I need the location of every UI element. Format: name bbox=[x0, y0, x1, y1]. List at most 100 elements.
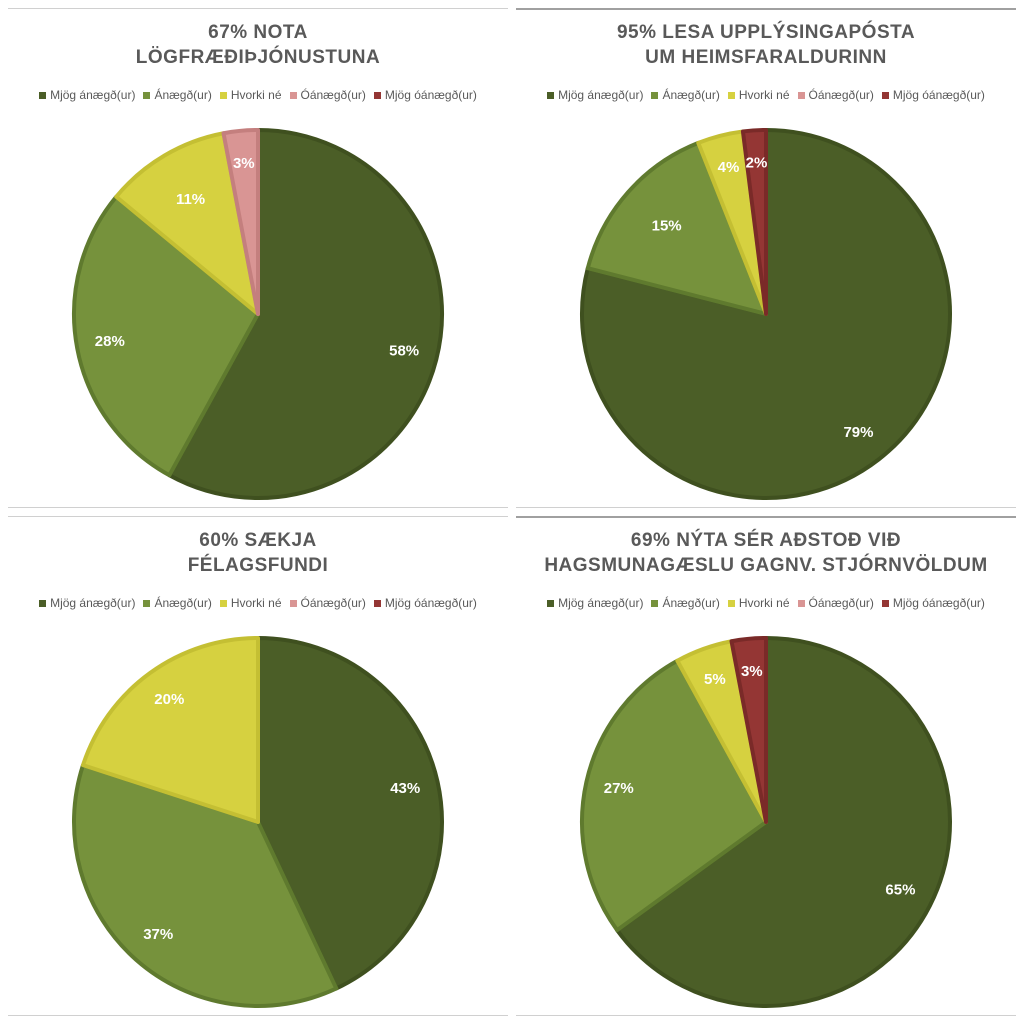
legend-swatch bbox=[797, 92, 805, 100]
legend-item: Mjög ánægð(ur) bbox=[39, 596, 135, 610]
pie-slice bbox=[729, 636, 768, 824]
data-label: 65% bbox=[885, 881, 915, 898]
data-label: 27% bbox=[604, 780, 634, 797]
data-label: 3% bbox=[233, 155, 255, 172]
pie-slice bbox=[580, 658, 768, 933]
legend-label: Ánægð(ur) bbox=[662, 88, 720, 102]
legend-label: Hvorki né bbox=[230, 88, 282, 102]
data-label: 5% bbox=[704, 671, 726, 688]
chart-title-line: 60% SÆKJA bbox=[199, 530, 317, 551]
pie-slice bbox=[580, 128, 952, 500]
chart-title-line: LÖGFRÆÐIÞJÓNUSTUNA bbox=[135, 47, 381, 68]
chart-panel: 69% NÝTA SÉR AÐSTOÐ VIÐ HAGSMUNAGÆSLU GAG… bbox=[516, 516, 1016, 1016]
data-label: 3% bbox=[741, 663, 763, 680]
data-label: 4% bbox=[718, 159, 740, 176]
divider bbox=[8, 1015, 508, 1016]
legend-swatch bbox=[373, 92, 381, 100]
pie-slice bbox=[81, 636, 260, 824]
legend-item: Hvorki né bbox=[727, 88, 790, 102]
legend-label: Mjög óánægð(ur) bbox=[892, 596, 985, 610]
legend-item: Óánægð(ur) bbox=[797, 88, 874, 102]
divider bbox=[8, 516, 508, 517]
pie-slice bbox=[585, 140, 768, 316]
divider bbox=[8, 507, 508, 508]
legend-label: Óánægð(ur) bbox=[300, 596, 366, 610]
pie-chart: 58% 28% 11% 3% bbox=[72, 128, 444, 500]
legend-label: Óánægð(ur) bbox=[300, 88, 366, 102]
legend-swatch bbox=[727, 600, 735, 608]
legend-swatch bbox=[797, 600, 805, 608]
chart-title-line: 69% NÝTA SÉR AÐSTOÐ VIÐ bbox=[630, 530, 902, 551]
chart-title: 67% NOTA LÖGFRÆÐIÞJÓNUSTUNA bbox=[8, 20, 508, 70]
data-label: 20% bbox=[154, 691, 184, 708]
legend-label: Mjög ánægð(ur) bbox=[558, 596, 644, 610]
legend-label: Hvorki né bbox=[738, 88, 790, 102]
data-label: 37% bbox=[143, 926, 173, 943]
legend-label: Mjög óánægð(ur) bbox=[384, 88, 477, 102]
legend-item: Ánægð(ur) bbox=[143, 88, 212, 102]
chart-title-line: HAGSMUNAGÆSLU GAGNV. STJÓRNVÖLDUM bbox=[544, 555, 988, 576]
pie-chart: 65% 27% 5% 3% bbox=[580, 636, 952, 1008]
pie-slice bbox=[72, 763, 339, 1008]
pie-slice bbox=[740, 128, 768, 316]
chart-title-line: 67% NOTA bbox=[208, 22, 308, 43]
pie-chart: 43% 37% 20% bbox=[72, 636, 444, 1008]
legend-item: Óánægð(ur) bbox=[797, 596, 874, 610]
pie-slice bbox=[167, 128, 444, 500]
legend-item: Mjög óánægð(ur) bbox=[881, 88, 985, 102]
pie-slice bbox=[114, 131, 260, 316]
legend-swatch bbox=[881, 600, 889, 608]
chart-title-line: FÉLAGSFUNDI bbox=[187, 555, 329, 576]
legend-swatch bbox=[39, 92, 47, 100]
legend-swatch bbox=[39, 600, 47, 608]
legend-label: Óánægð(ur) bbox=[808, 88, 874, 102]
pie-slice bbox=[615, 636, 952, 1008]
legend-swatch bbox=[289, 600, 297, 608]
legend-item: Hvorki né bbox=[219, 88, 282, 102]
legend: Mjög ánægð(ur) Ánægð(ur) Hvorki né Óánægð(u… bbox=[516, 88, 1016, 102]
data-label: 58% bbox=[389, 342, 419, 359]
legend-label: Mjög óánægð(ur) bbox=[892, 88, 985, 102]
data-label: 43% bbox=[390, 780, 420, 797]
legend-item: Mjög ánægð(ur) bbox=[547, 88, 643, 102]
legend-item: Ánægð(ur) bbox=[143, 596, 212, 610]
legend-item: Óánægð(ur) bbox=[289, 596, 366, 610]
legend-label: Ánægð(ur) bbox=[154, 88, 212, 102]
legend-label: Mjög óánægð(ur) bbox=[384, 596, 477, 610]
chart-title: 69% NÝTA SÉR AÐSTOÐ VIÐ HAGSMUNAGÆSLU GAG… bbox=[516, 528, 1016, 578]
legend-label: Hvorki né bbox=[738, 596, 790, 610]
data-label: 15% bbox=[652, 217, 682, 234]
legend: Mjög ánægð(ur) Ánægð(ur) Hvorki né Óánægð(u… bbox=[516, 596, 1016, 610]
legend-swatch bbox=[881, 92, 889, 100]
legend-swatch bbox=[143, 600, 151, 608]
pie-slice bbox=[72, 194, 260, 478]
legend-swatch bbox=[289, 92, 297, 100]
legend-swatch bbox=[219, 600, 227, 608]
legend-item: Ánægð(ur) bbox=[651, 596, 720, 610]
legend-swatch bbox=[143, 92, 151, 100]
legend-swatch bbox=[547, 600, 555, 608]
divider bbox=[516, 8, 1016, 10]
legend: Mjög ánægð(ur) Ánægð(ur) Hvorki né Óánægð(u… bbox=[8, 88, 508, 102]
divider bbox=[516, 507, 1016, 508]
legend-label: Ánægð(ur) bbox=[662, 596, 720, 610]
legend-item: Mjög ánægð(ur) bbox=[39, 88, 135, 102]
legend-item: Mjög óánægð(ur) bbox=[373, 596, 477, 610]
legend-swatch bbox=[219, 92, 227, 100]
divider bbox=[516, 1015, 1016, 1016]
legend-item: Hvorki né bbox=[727, 596, 790, 610]
legend-item: Mjög ánægð(ur) bbox=[547, 596, 643, 610]
legend-label: Ánægð(ur) bbox=[154, 596, 212, 610]
legend-swatch bbox=[373, 600, 381, 608]
chart-panel: 60% SÆKJA FÉLAGSFUNDI Mjög ánægð(ur) Ánægð(… bbox=[8, 516, 508, 1016]
data-label: 11% bbox=[176, 191, 205, 208]
legend-item: Ánægð(ur) bbox=[651, 88, 720, 102]
legend-item: Óánægð(ur) bbox=[289, 88, 366, 102]
divider bbox=[516, 516, 1016, 518]
legend-label: Mjög ánægð(ur) bbox=[558, 88, 644, 102]
legend-item: Hvorki né bbox=[219, 596, 282, 610]
legend-label: Mjög ánægð(ur) bbox=[50, 88, 136, 102]
legend-swatch bbox=[547, 92, 555, 100]
legend-item: Mjög óánægð(ur) bbox=[881, 596, 985, 610]
chart-panel: 67% NOTA LÖGFRÆÐIÞJÓNUSTUNA Mjög ánægð(ur)… bbox=[8, 8, 508, 508]
